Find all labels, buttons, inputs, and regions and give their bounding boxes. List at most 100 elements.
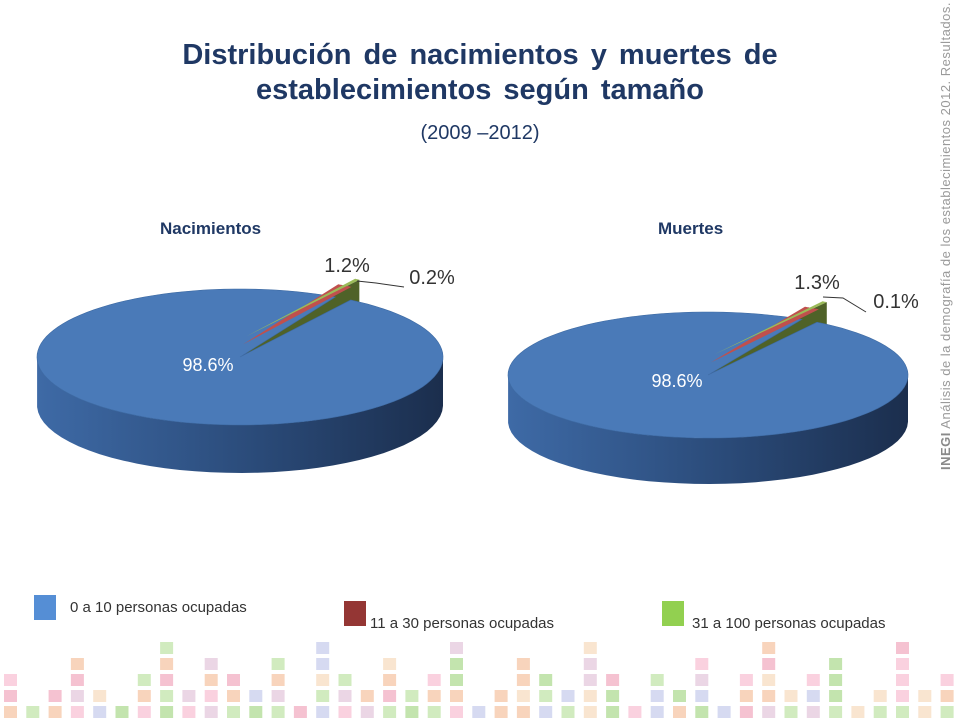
decorative-square <box>539 690 553 702</box>
decorative-square <box>516 674 530 686</box>
pie-slice-nacimientos-1 <box>243 284 352 345</box>
decorative-square <box>26 706 40 718</box>
decorative-square <box>137 674 151 686</box>
pie-slice-side-0 <box>37 357 443 473</box>
decorative-square <box>762 690 776 702</box>
decorative-square <box>516 690 530 702</box>
leader-line <box>822 296 867 313</box>
decorative-square <box>829 658 843 670</box>
decorative-square <box>316 658 330 670</box>
page-subtitle: (2009 –2012) <box>420 122 540 144</box>
decorative-square <box>896 674 909 686</box>
decorative-square <box>450 690 463 702</box>
decorative-square <box>204 690 218 702</box>
decorative-square <box>918 706 932 718</box>
decorative-square <box>70 690 84 702</box>
pie-slice-muertes-0 <box>507 311 909 439</box>
decorative-square <box>160 674 174 686</box>
pie-data-label: 0.2% <box>409 267 455 289</box>
decorative-square <box>227 706 240 718</box>
pie-data-label: 0.1% <box>873 291 919 313</box>
decorative-square <box>316 674 330 686</box>
decorative-square <box>160 642 174 654</box>
leader-line <box>356 280 405 288</box>
decorative-square <box>673 706 686 718</box>
legend-swatch-red <box>344 601 366 626</box>
decorative-square <box>650 690 664 702</box>
decorative-square <box>873 690 887 702</box>
decorative-square <box>182 690 196 702</box>
decorative-square <box>762 674 776 686</box>
decorative-square <box>829 706 843 718</box>
decorative-square <box>896 706 909 718</box>
decorative-square <box>695 658 709 670</box>
decorative-square <box>405 690 419 702</box>
decorative-square <box>717 706 731 718</box>
decorative-square <box>539 674 553 686</box>
decorative-square <box>940 690 954 702</box>
decorative-square <box>227 690 240 702</box>
pie-data-label: 1.3% <box>794 272 840 294</box>
decorative-square <box>561 706 575 718</box>
decorative-square <box>249 706 263 718</box>
decorative-square <box>695 706 709 718</box>
decorative-square <box>383 690 397 702</box>
decorative-square <box>494 690 508 702</box>
legend-label: 0 a 10 personas ocupadas <box>70 599 247 616</box>
decorative-square <box>516 658 530 670</box>
decorative-square <box>316 706 330 718</box>
decorative-square <box>784 706 798 718</box>
decorative-square <box>829 690 843 702</box>
decorative-square <box>628 706 642 718</box>
decorative-square <box>204 658 218 670</box>
decorative-square <box>427 690 441 702</box>
decorative-square <box>450 642 463 654</box>
decorative-square <box>271 690 285 702</box>
decorative-square <box>739 706 753 718</box>
chart-title-muertes: Muertes <box>658 219 724 238</box>
decorative-square <box>160 658 174 670</box>
decorative-square <box>271 706 285 718</box>
decorative-square <box>293 706 307 718</box>
decorative-square <box>472 706 486 718</box>
decorative-square <box>762 642 776 654</box>
decorative-square <box>4 690 17 702</box>
decorative-square <box>918 690 932 702</box>
decorative-square <box>160 690 174 702</box>
decorative-square <box>650 674 664 686</box>
decorative-square <box>427 674 441 686</box>
decorative-square <box>48 706 62 718</box>
decorative-square <box>806 706 820 718</box>
decorative-square <box>806 690 820 702</box>
decorative-square <box>70 706 84 718</box>
legend-item-31-100: 31 a 100 personas ocupadas <box>662 595 885 632</box>
pie-slice-side-0 <box>508 375 908 484</box>
decorative-square <box>539 706 553 718</box>
decorative-square <box>561 690 575 702</box>
decorative-square <box>851 706 865 718</box>
decorative-square <box>383 658 397 670</box>
decorative-square <box>249 690 263 702</box>
decorative-square <box>383 706 397 718</box>
decorative-square <box>784 690 798 702</box>
pie-slice-muertes-1 <box>711 306 819 363</box>
decorative-square <box>70 658 84 670</box>
decorative-square <box>48 690 62 702</box>
side-banner-text: INEGI Análisis de la demografía de los e… <box>938 0 953 470</box>
pie-data-label: 1.2% <box>324 255 370 277</box>
pie-slice-muertes-2 <box>714 301 827 355</box>
pie-slice-nacimientos-0 <box>36 288 444 426</box>
decorative-square <box>695 690 709 702</box>
legend-swatch-green <box>662 601 684 626</box>
decorative-square <box>739 690 753 702</box>
decorative-footer-pattern <box>4 642 954 718</box>
decorative-square <box>160 706 174 718</box>
decorative-square <box>896 690 909 702</box>
decorative-square <box>806 674 820 686</box>
side-banner-description: Análisis de la demografía de los estable… <box>938 2 953 429</box>
decorative-square <box>271 658 285 670</box>
decorative-square <box>271 674 285 686</box>
decorative-square <box>606 706 620 718</box>
chart-title-nacimientos: Nacimientos <box>160 219 262 238</box>
